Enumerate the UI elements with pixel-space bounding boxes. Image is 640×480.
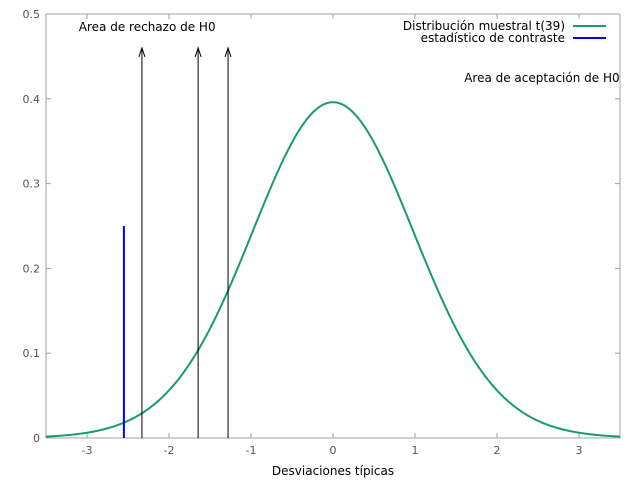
y-tick-label: 0.1 [23,347,41,360]
x-axis-label: Desviaciones típicas [272,464,394,478]
y-tick-label: 0.2 [23,262,41,275]
annotation: Area de rechazo de H0 [79,20,216,34]
x-tick-label: 3 [576,444,583,457]
legend: Distribución muestral t(39)estadístico d… [403,19,606,45]
y-tick-label: 0 [33,432,40,445]
y-tick-label: 0.4 [23,93,41,106]
x-tick-label: 2 [494,444,501,457]
annotations: Area de rechazo de H0 Area de aceptación … [79,20,620,85]
y-tick-label: 0.3 [23,178,41,191]
legend-label: Distribución muestral t(39) [403,19,565,33]
ticks: -3 -2 -1 0 1 2 3 0 0.1 0.2 0.3 0.4 0.5 [23,8,620,457]
arrow-head [194,46,202,58]
series-layer [45,101,621,438]
x-tick-label: -2 [164,444,175,457]
y-tick-label: 0.5 [23,8,41,21]
arrow-head [224,46,232,58]
density-curve [45,101,621,438]
x-tick-label: 0 [330,444,337,457]
annotation: Area de aceptación de H0 [464,71,619,85]
x-tick-label: -1 [246,444,257,457]
arrows-layer [138,46,232,438]
arrow-head [138,46,146,58]
legend-label: estadístico de contraste [421,31,565,45]
x-tick-label: -3 [82,444,93,457]
x-tick-label: 1 [412,444,419,457]
